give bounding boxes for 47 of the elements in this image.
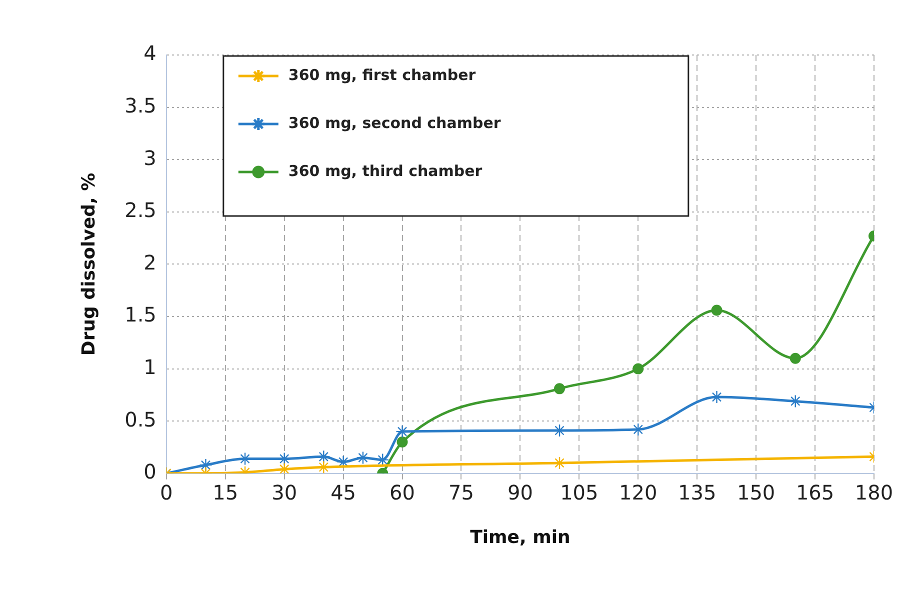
y-tick-label: 1 [144, 355, 156, 380]
point [356, 451, 370, 464]
x-tick-label: 75 [448, 480, 474, 505]
point [376, 453, 390, 466]
x-tick-label: 15 [212, 480, 238, 505]
y-tick-label: 0.5 [124, 407, 156, 432]
x-tick-label: 60 [390, 480, 415, 505]
legend-label: 360 mg, second chamber [288, 114, 502, 132]
point [396, 436, 408, 448]
x-tick-label: 45 [330, 480, 356, 505]
x-tick-label: 30 [272, 480, 298, 505]
point [710, 390, 724, 404]
y-axis-title: Drug dissolved, % [78, 172, 100, 356]
legend-label: 360 mg, first chamber [288, 66, 476, 84]
x-tick-label: 150 [736, 480, 776, 505]
y-tick-label: 1.5 [124, 302, 156, 327]
point [632, 422, 645, 436]
point [632, 363, 644, 374]
y-tick-label: 3 [144, 146, 156, 170]
y-tick-label: 4 [144, 41, 156, 66]
point [199, 458, 212, 472]
y-tick-label: 0 [144, 460, 156, 484]
x-tick-label: 0 [160, 480, 173, 505]
point [554, 383, 566, 394]
point [278, 462, 291, 474]
point [278, 452, 291, 466]
point [552, 424, 566, 438]
x-tick-label: 165 [796, 480, 834, 505]
x-tick-label: 105 [560, 480, 598, 505]
y-tick-label: 2 [144, 250, 156, 274]
x-axis-title: Time, min [470, 526, 570, 548]
point [788, 394, 802, 408]
y-tick-label: 2.5 [124, 198, 156, 222]
point [336, 455, 350, 468]
point [317, 460, 330, 474]
y-tick-label: 3.5 [124, 94, 156, 118]
x-tick-label: 120 [619, 480, 658, 505]
point [790, 352, 801, 364]
point [711, 304, 722, 316]
point [552, 456, 566, 470]
point [317, 450, 330, 464]
point [396, 424, 409, 438]
legend-label: 360 mg, third chamber [288, 162, 483, 180]
point [238, 452, 252, 466]
x-tick-label: 180 [854, 480, 894, 505]
x-tick-label: 135 [678, 480, 716, 505]
x-tick-label: 90 [507, 480, 533, 505]
